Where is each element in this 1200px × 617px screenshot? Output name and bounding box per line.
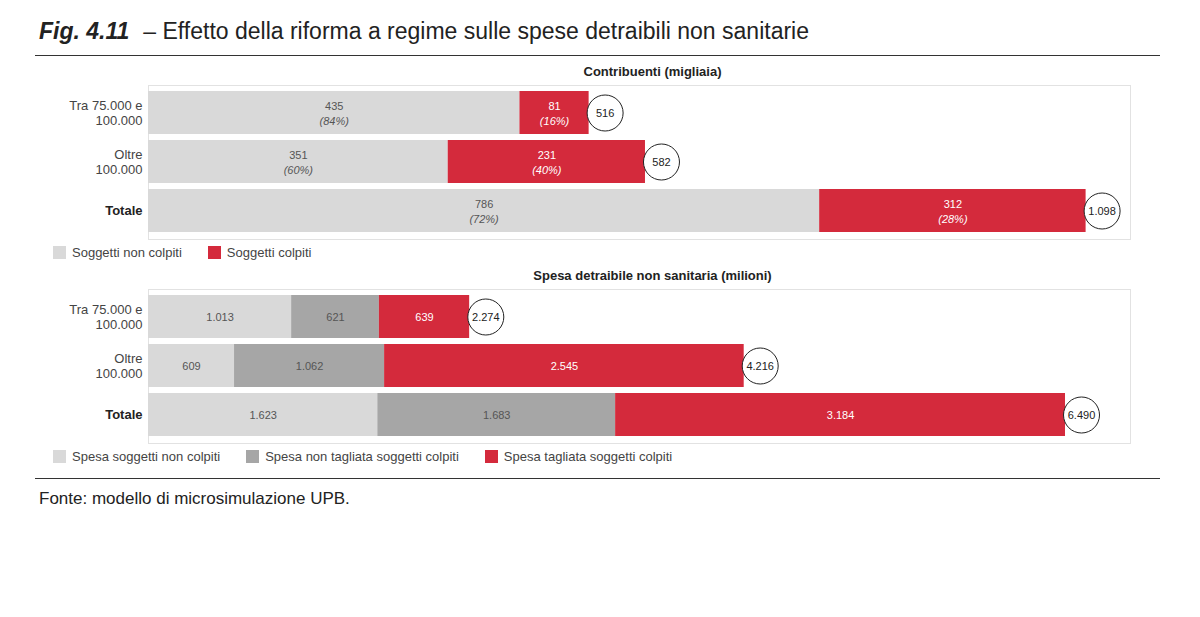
svg-text:Oltre100.000: Oltre100.000 [96,147,143,177]
svg-text:2.274: 2.274 [472,311,500,323]
html-text:Fig. 4.11: Fig. 4.11 [39,18,130,44]
svg-text:81: 81 [548,100,560,112]
svg-text:Totale: Totale [105,203,142,218]
svg-text:(72%): (72%) [469,213,499,225]
html-text:Spesa soggetti non colpiti: Spesa soggetti non colpiti [72,449,221,464]
html-text:Contribuenti (migliaia): Contribuenti (migliaia) [583,64,722,79]
svg-text:621: 621 [326,311,344,323]
html-text:Fonte: modello di microsimulaz: Fonte: modello di microsimulazione UPB. [39,489,350,508]
svg-text:516: 516 [596,107,614,119]
svg-text:312: 312 [944,198,962,210]
svg-text:2.545: 2.545 [551,360,579,372]
svg-text:(84%): (84%) [320,115,350,127]
svg-text:786: 786 [475,198,493,210]
html-text:Soggetti colpiti: Soggetti colpiti [226,245,312,260]
svg-text:(60%): (60%) [284,164,314,176]
svg-text:435: 435 [325,100,343,112]
svg-text:Tra 75.000 e100.000: Tra 75.000 e100.000 [69,98,142,128]
svg-text:351: 351 [289,149,307,161]
svg-text:1.623: 1.623 [249,409,277,421]
html-text:Soggetti non colpiti: Soggetti non colpiti [72,245,182,260]
html-text:Spesa tagliata soggetti colpit: Spesa tagliata soggetti colpiti [503,449,673,464]
svg-text:1.062: 1.062 [296,360,324,372]
svg-text:(16%): (16%) [540,115,570,127]
svg-text:231: 231 [538,149,556,161]
html-text:– Effetto della riforma a regi: – Effetto della riforma a regime sulle s… [143,18,809,44]
svg-text:6.490: 6.490 [1068,409,1096,421]
svg-text:3.184: 3.184 [827,409,855,421]
svg-text:Oltre100.000: Oltre100.000 [96,351,143,381]
svg-text:Tra 75.000 e100.000: Tra 75.000 e100.000 [69,302,142,332]
svg-text:1.683: 1.683 [483,409,511,421]
svg-text:(40%): (40%) [532,164,562,176]
svg-text:4.216: 4.216 [746,360,774,372]
svg-text:(28%): (28%) [938,213,968,225]
svg-text:582: 582 [652,156,670,168]
svg-text:639: 639 [415,311,433,323]
html-text:Spesa non tagliata soggetti co: Spesa non tagliata soggetti colpiti [265,449,459,464]
svg-text:1.013: 1.013 [206,311,234,323]
svg-text:1.098: 1.098 [1088,205,1116,217]
svg-text:Totale: Totale [105,407,142,422]
html-text:Spesa detraibile non sanitaria: Spesa detraibile non sanitaria (milioni) [533,268,772,283]
svg-text:609: 609 [182,360,200,372]
